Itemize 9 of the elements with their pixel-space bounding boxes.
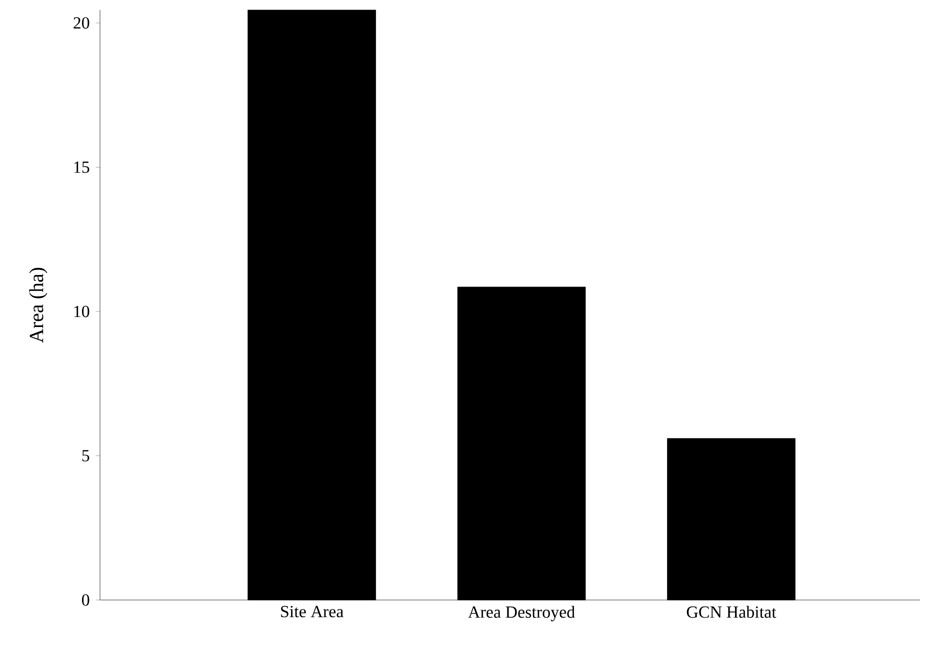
y-tick-label: 0 [82,594,90,606]
y-tick-label: 15 [74,162,90,173]
y-tick-label: 10 [74,306,90,318]
y-tick-label: 20 [74,17,90,29]
x-tick-label: GCN Habitat [686,606,776,618]
x-tick-label: Area Destroyed [468,606,575,622]
x-tick-label: Site Area [281,606,344,618]
y-tick-label: 5 [82,450,90,462]
y-axis-title: Area (ha) [29,268,48,343]
